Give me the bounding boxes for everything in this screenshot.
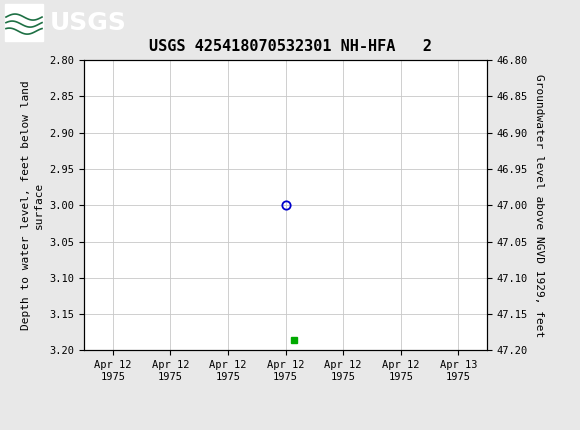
Bar [5,4,43,41]
Text: USGS: USGS [50,11,127,35]
Y-axis label: Groundwater level above NGVD 1929, feet: Groundwater level above NGVD 1929, feet [534,74,543,337]
Text: USGS 425418070532301 NH-HFA   2: USGS 425418070532301 NH-HFA 2 [148,39,432,54]
Y-axis label: Depth to water level, feet below land
surface: Depth to water level, feet below land su… [21,80,44,330]
